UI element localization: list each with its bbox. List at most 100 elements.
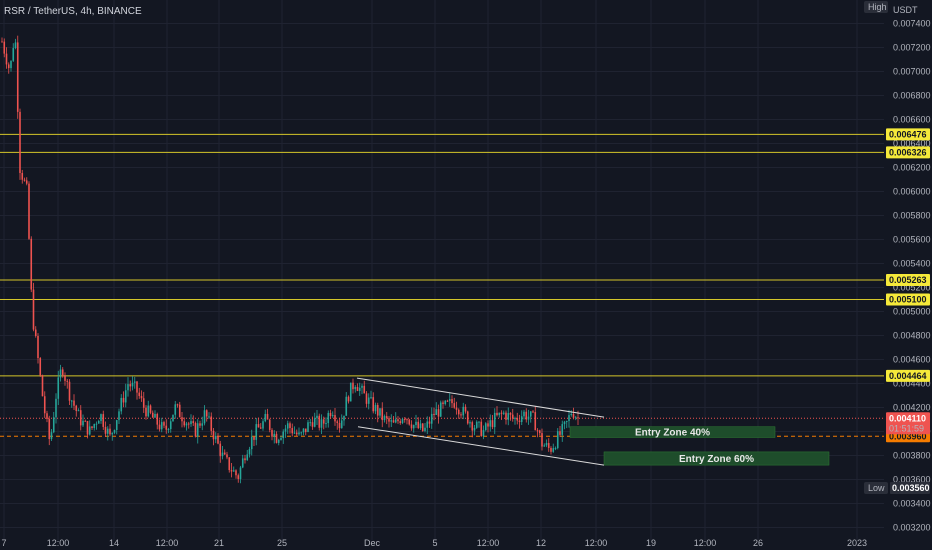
- candle-body[interactable]: [367, 397, 370, 404]
- candle-body[interactable]: [550, 447, 552, 452]
- candle-body[interactable]: [361, 385, 363, 388]
- candle-body[interactable]: [572, 414, 575, 418]
- candle-body[interactable]: [88, 426, 91, 435]
- candle-body[interactable]: [543, 445, 546, 447]
- candle-body[interactable]: [156, 413, 159, 425]
- candle-body[interactable]: [167, 429, 170, 431]
- candle-body[interactable]: [244, 458, 246, 461]
- candle-body[interactable]: [487, 423, 489, 427]
- candle-body[interactable]: [489, 420, 492, 427]
- candle-body[interactable]: [181, 417, 183, 422]
- candle-body[interactable]: [19, 111, 21, 173]
- candle-body[interactable]: [10, 60, 12, 69]
- candle-body[interactable]: [349, 382, 352, 402]
- candle-body[interactable]: [358, 387, 361, 391]
- candle-body[interactable]: [205, 410, 208, 417]
- candle-body[interactable]: [39, 358, 42, 376]
- candle-body[interactable]: [70, 400, 73, 402]
- candle-body[interactable]: [295, 432, 298, 435]
- candle-body[interactable]: [327, 412, 330, 424]
- candle-body[interactable]: [163, 422, 165, 426]
- candle-body[interactable]: [525, 411, 528, 420]
- candle-body[interactable]: [401, 419, 404, 424]
- candle-body[interactable]: [336, 421, 339, 423]
- candle-body[interactable]: [334, 415, 336, 422]
- candle-body[interactable]: [354, 386, 357, 390]
- candle-body[interactable]: [293, 432, 296, 434]
- candle-body[interactable]: [23, 179, 26, 181]
- candle-body[interactable]: [516, 417, 519, 421]
- candle-body[interactable]: [518, 420, 521, 422]
- candle-body[interactable]: [192, 421, 195, 423]
- candle-body[interactable]: [95, 423, 98, 425]
- candle-body[interactable]: [559, 431, 561, 435]
- entry-zone[interactable]: [603, 451, 830, 466]
- candle-body[interactable]: [502, 412, 505, 414]
- candle-body[interactable]: [131, 382, 134, 387]
- candle-body[interactable]: [469, 422, 471, 424]
- candle-body[interactable]: [464, 406, 467, 412]
- candle-body[interactable]: [394, 419, 397, 423]
- candle-body[interactable]: [370, 397, 372, 399]
- candle-body[interactable]: [392, 420, 395, 423]
- candle-body[interactable]: [248, 449, 251, 455]
- candle-body[interactable]: [124, 390, 127, 403]
- candle-body[interactable]: [113, 430, 116, 433]
- candle-body[interactable]: [397, 419, 399, 422]
- candle-body[interactable]: [574, 417, 577, 419]
- candle-body[interactable]: [403, 419, 406, 421]
- candle-body[interactable]: [322, 419, 325, 424]
- candle-body[interactable]: [34, 329, 37, 336]
- candle-body[interactable]: [75, 405, 78, 411]
- candle-body[interactable]: [264, 413, 267, 422]
- candle-body[interactable]: [142, 398, 145, 408]
- candle-body[interactable]: [496, 412, 498, 416]
- candle-body[interactable]: [376, 405, 379, 416]
- candle-body[interactable]: [302, 428, 305, 433]
- candle-body[interactable]: [563, 421, 566, 425]
- candle-body[interactable]: [300, 432, 303, 434]
- candle-body[interactable]: [444, 400, 447, 404]
- candle-body[interactable]: [471, 422, 474, 431]
- candle-body[interactable]: [313, 418, 316, 427]
- candle-body[interactable]: [345, 396, 348, 416]
- candle-body[interactable]: [246, 454, 249, 461]
- candle-body[interactable]: [433, 413, 435, 415]
- candle-body[interactable]: [291, 428, 294, 434]
- candle-body[interactable]: [48, 418, 51, 440]
- candle-body[interactable]: [187, 423, 190, 425]
- candle-body[interactable]: [91, 426, 93, 428]
- candle-body[interactable]: [577, 417, 579, 419]
- candle-body[interactable]: [79, 410, 82, 426]
- candle-body[interactable]: [547, 443, 550, 448]
- candle-body[interactable]: [419, 423, 422, 429]
- candle-body[interactable]: [273, 433, 276, 437]
- candle-body[interactable]: [210, 416, 213, 431]
- candle-body[interactable]: [509, 413, 512, 415]
- candle-body[interactable]: [437, 409, 440, 417]
- candle-body[interactable]: [250, 436, 253, 450]
- candle-body[interactable]: [86, 421, 89, 435]
- candle-body[interactable]: [228, 457, 231, 471]
- candle-body[interactable]: [118, 411, 120, 421]
- candle-body[interactable]: [453, 403, 456, 408]
- candle-body[interactable]: [286, 423, 289, 429]
- candle-body[interactable]: [147, 405, 150, 417]
- candle-body[interactable]: [532, 411, 534, 413]
- candle-body[interactable]: [505, 412, 507, 420]
- candle-body[interactable]: [174, 404, 177, 415]
- candle-body[interactable]: [514, 417, 516, 419]
- candle-body[interactable]: [21, 172, 24, 180]
- candle-body[interactable]: [307, 422, 309, 432]
- candle-body[interactable]: [255, 424, 258, 440]
- candle-body[interactable]: [363, 385, 366, 394]
- candle-body[interactable]: [230, 470, 233, 472]
- candle-body[interactable]: [473, 427, 476, 431]
- candle-body[interactable]: [59, 369, 62, 378]
- candle-body[interactable]: [500, 412, 503, 414]
- candle-body[interactable]: [226, 454, 228, 458]
- candle-body[interactable]: [480, 421, 483, 437]
- candle-body[interactable]: [275, 433, 278, 443]
- candle-body[interactable]: [102, 414, 105, 427]
- candle-body[interactable]: [172, 414, 174, 422]
